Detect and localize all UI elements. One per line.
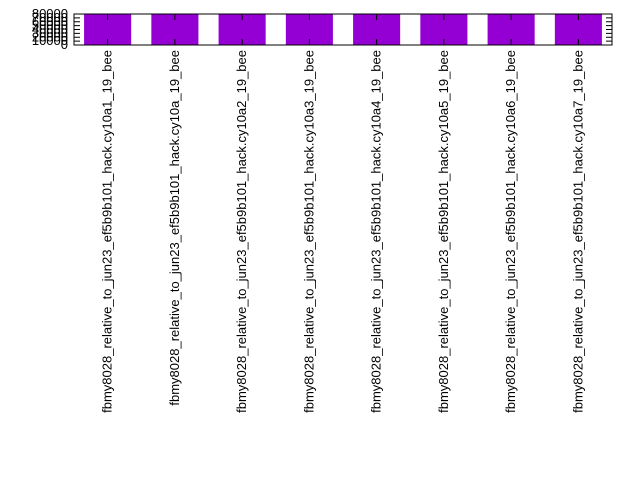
y-tick-label: 10000 [32,33,68,48]
x-tick-label: fbmy8028_relative_to_jun23_ef5b9b101_hac… [503,50,518,413]
x-axis: fbmy8028_relative_to_jun23_ef5b9b101_hac… [100,14,585,413]
x-tick-label: fbmy8028_relative_to_jun23_ef5b9b101_hac… [436,50,451,413]
y-tick-label: 30000 [32,25,68,40]
y-tick-label: 60000 [32,14,68,29]
y-tick-label: 0 [61,37,68,52]
y-tick-label: 40000 [32,22,68,37]
y-axis: 0100002000030000400005000060000700008000… [32,6,612,52]
y-tick-label: 50000 [32,18,68,33]
x-tick-label: fbmy8028_relative_to_jun23_ef5b9b101_hac… [570,50,585,413]
x-tick-label: fbmy8028_relative_to_jun23_ef5b9b101_hac… [100,50,115,413]
bars-layer [84,14,602,45]
x-tick-label: fbmy8028_relative_to_jun23_ef5b9b101_hac… [234,50,249,413]
y-tick-label: 20000 [32,29,68,44]
y-tick-label: 80000 [32,6,68,21]
x-tick-label: fbmy8028_relative_to_jun23_ef5b9b101_hac… [301,50,316,413]
x-tick-label: fbmy8028_relative_to_jun23_ef5b9b101_hac… [369,50,384,413]
y-tick-label: 70000 [32,10,68,25]
x-tick-label: fbmy8028_relative_to_jun23_ef5b9b101_hac… [167,50,182,406]
